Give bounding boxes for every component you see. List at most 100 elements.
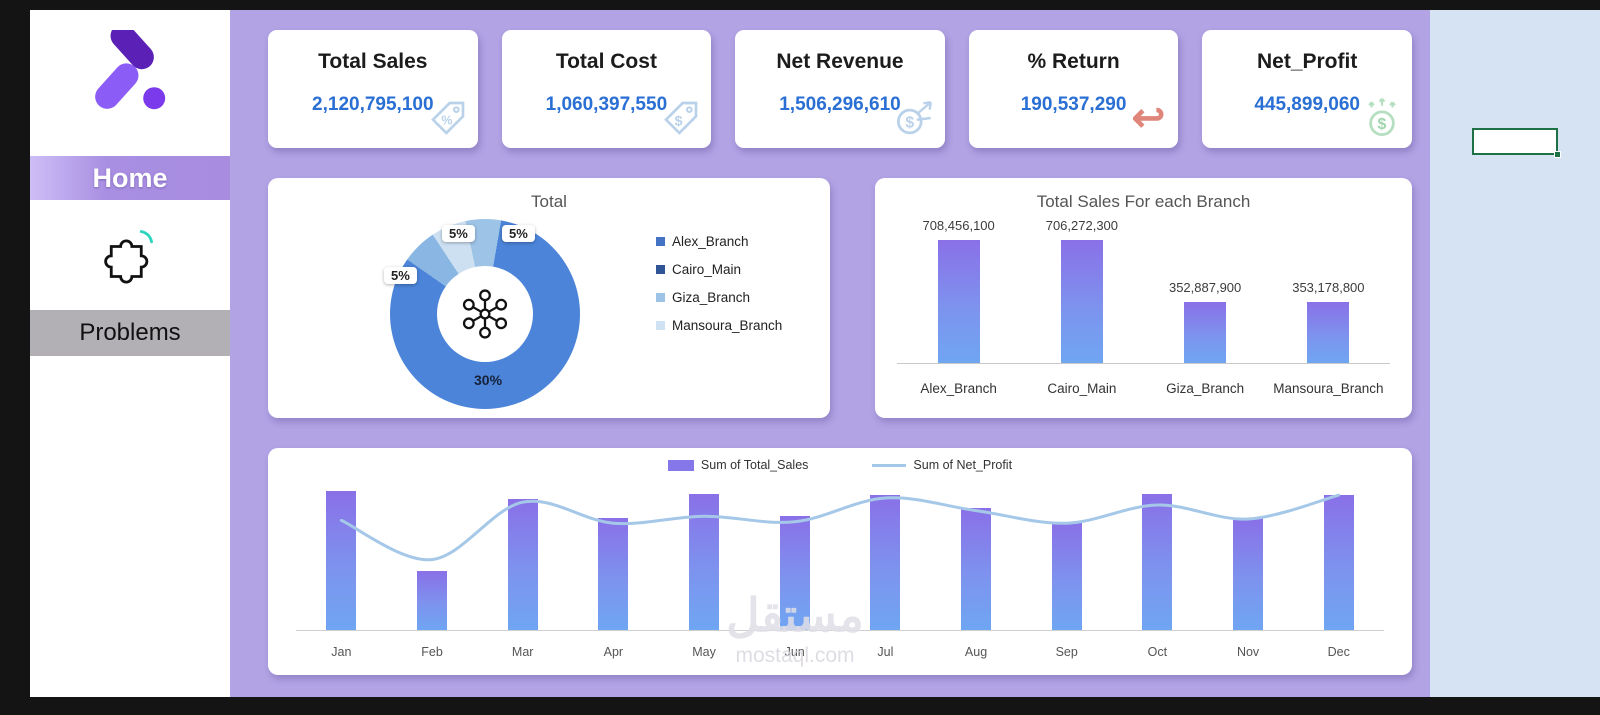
combo-bar-column — [749, 486, 840, 631]
donut-slice-label: 30% — [474, 372, 503, 388]
legend-label: Alex_Branch — [672, 234, 749, 249]
legend-item: Sum of Total_Sales — [667, 458, 809, 472]
bar — [870, 495, 901, 631]
combo-bar-column — [1112, 486, 1203, 631]
branch-plot-area: 708,456,100 706,272,300 352,887,900 353,178… — [897, 218, 1390, 364]
branch-bar-column: 706,272,300 — [1020, 218, 1143, 364]
legend-label: Sum of Total_Sales — [700, 458, 809, 472]
combo-bar-column — [1203, 486, 1294, 631]
month-label: Jul — [877, 645, 894, 659]
combo-bar-column — [1293, 486, 1384, 631]
legend-item: Alex_Branch — [656, 234, 782, 249]
line-legend-swatch — [872, 463, 907, 467]
monthly-combo-chart-card[interactable]: Sum of Total_Sales Sum of Net_Profit Jan F… — [268, 448, 1412, 675]
legend-label: Cairo_Main — [672, 262, 742, 277]
month-label: Jun — [784, 645, 805, 659]
fill-handle[interactable] — [1554, 151, 1561, 158]
kpi-title: Net_Profit — [1256, 50, 1358, 73]
sidebar-item-home[interactable]: Home — [30, 156, 230, 200]
puzzle-icon[interactable] — [98, 222, 162, 286]
home-label: Home — [92, 162, 168, 193]
bar — [689, 494, 720, 631]
legend-label: Sum of Net_Profit — [913, 458, 1013, 472]
branch-chart-title: Total Sales For each Branch — [1036, 192, 1251, 211]
kpi-value: 190,537,290 — [1020, 94, 1127, 115]
spreadsheet-right-panel — [1430, 10, 1600, 697]
legend-label: Mansoura_Branch — [672, 318, 783, 333]
legend-swatch — [656, 293, 665, 302]
bar — [1307, 302, 1350, 364]
sidebar-item-problems[interactable]: Problems — [30, 310, 230, 356]
kpi-card-net-revenue[interactable]: Net Revenue 1,506,296,610 $ — [735, 30, 945, 148]
legend-swatch — [656, 265, 665, 274]
bar — [326, 491, 357, 631]
month-label: Aug — [964, 645, 988, 659]
charts-middle-row: Total 5% 5% 5% 30% A — [230, 148, 1430, 418]
legend-item: Mansoura_Branch — [656, 318, 782, 333]
kpi-value: 1,060,397,550 — [545, 94, 668, 115]
bar — [598, 518, 629, 631]
kpi-title: % Return — [1027, 50, 1120, 73]
revenue-growth-icon: $ — [893, 96, 937, 140]
svg-text:%: % — [441, 114, 452, 128]
combo-bar-column — [931, 486, 1022, 631]
month-label: Feb — [421, 645, 443, 659]
month-label: May — [692, 645, 716, 659]
kpi-row: Total Sales 2,120,795,100 % Total Cost 1… — [230, 10, 1430, 148]
branch-x-axis — [897, 363, 1390, 364]
branch-category-labels: Alex_Branch Cairo_Main Giza_Branch Mansoura… — [897, 381, 1390, 396]
bar-value-label: 706,272,300 — [1045, 218, 1119, 233]
month-label: Mar — [511, 645, 534, 659]
legend-swatch — [656, 237, 665, 246]
donut-chart-card[interactable]: Total 5% 5% 5% 30% A — [268, 178, 830, 418]
combo-bar-column — [1021, 486, 1112, 631]
combo-bar-column — [568, 486, 659, 631]
bar — [779, 516, 810, 631]
bar — [1142, 494, 1173, 631]
kpi-value: 445,899,060 — [1254, 94, 1360, 115]
legend-swatch — [656, 321, 665, 330]
bar — [417, 571, 447, 631]
network-hub-icon — [462, 289, 508, 339]
kpi-card-net-profit[interactable]: Net_Profit 445,899,060 $ — [1202, 30, 1412, 148]
puzzle-piece-graphic — [104, 230, 153, 284]
combo-bar-column — [477, 486, 568, 631]
bar — [1051, 522, 1082, 631]
profit-coins-icon: $ — [1360, 96, 1404, 140]
bar-value-label: 353,178,800 — [1292, 280, 1365, 295]
month-label: Jan — [331, 645, 352, 659]
bar-category-label: Mansoura_Branch — [1273, 381, 1384, 396]
kpi-value: 2,120,795,100 — [312, 94, 434, 115]
donut-slice-label: 5% — [384, 267, 417, 284]
combo-plot-area — [296, 486, 1384, 631]
kpi-title: Total Cost — [555, 50, 657, 73]
donut-ring — [390, 219, 580, 409]
month-label: Oct — [1147, 645, 1168, 659]
problems-label: Problems — [79, 319, 181, 346]
bar — [1323, 495, 1354, 631]
combo-bar-column — [296, 486, 387, 631]
combo-bar-column — [840, 486, 931, 631]
legend-item: Giza_Branch — [656, 290, 782, 305]
donut-chart: 5% 5% 5% 30% — [384, 219, 580, 409]
svg-text:$: $ — [675, 114, 683, 130]
branch-bar-column: 352,887,900 — [1144, 280, 1267, 364]
donut-center — [437, 266, 533, 362]
kpi-card-total-cost[interactable]: Total Cost 1,060,397,550 $ — [501, 30, 712, 148]
bar-value-label: 352,887,900 — [1168, 280, 1242, 295]
dashboard-canvas: Total Sales 2,120,795,100 % Total Cost 1… — [230, 10, 1430, 697]
bar — [937, 240, 980, 364]
bar-category-label: Alex_Branch — [920, 381, 997, 396]
dollar-tag-icon: $ — [659, 96, 703, 140]
selected-cell[interactable] — [1472, 128, 1561, 158]
combo-bar-column — [659, 486, 750, 631]
bar-value-label: 708,456,100 — [922, 218, 995, 233]
kpi-card-total-sales[interactable]: Total Sales 2,120,795,100 % — [268, 30, 478, 148]
discount-tag-icon: % — [426, 96, 470, 140]
bar-category-label: Giza_Branch — [1166, 381, 1245, 396]
kpi-card-percent-return[interactable]: % Return 190,537,290 ↩ — [968, 30, 1179, 148]
donut-legend: Alex_Branch Cairo_Main Giza_Branch Mansoura… — [656, 234, 782, 346]
legend-label: Giza_Branch — [672, 290, 751, 305]
legend-item: Sum of Net_Profit — [872, 458, 1012, 472]
branch-bar-chart-card[interactable]: Total Sales For each Branch 708,456,100 7… — [875, 178, 1412, 418]
